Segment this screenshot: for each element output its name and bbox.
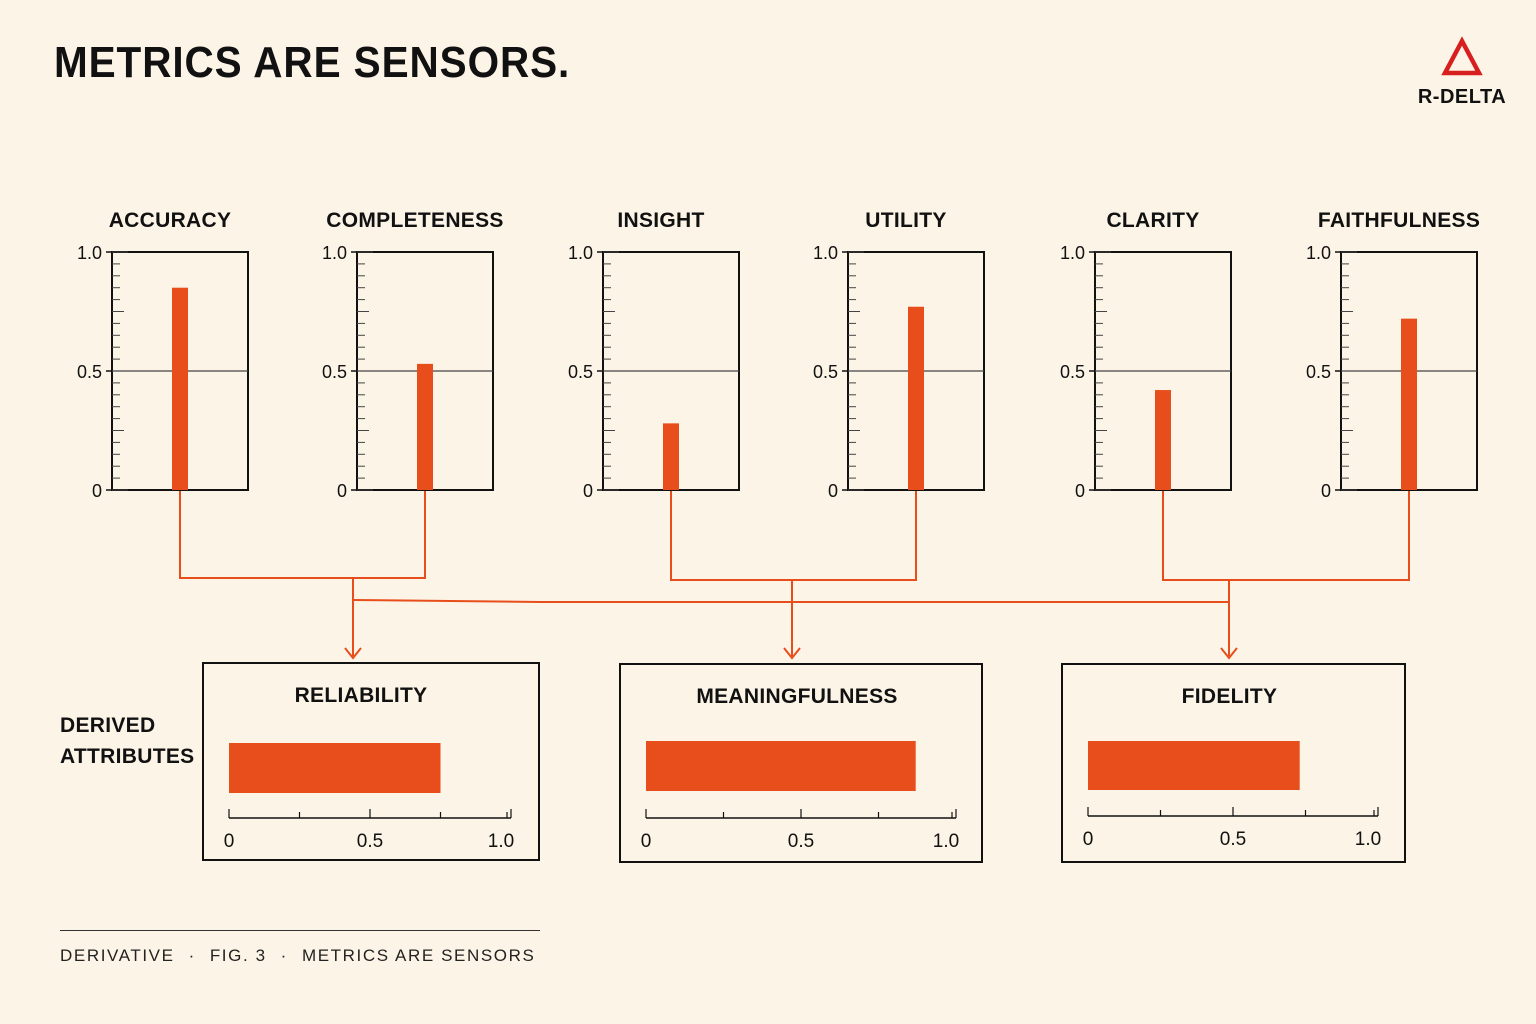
- bar-faithfulness: [1401, 318, 1417, 490]
- metric-panel-accuracy: ACCURACY 0 0.5 1.0: [77, 209, 249, 501]
- metric-panel-faithfulness: FAITHFULNESS 0 0.5 1.0: [1306, 209, 1480, 501]
- derived-panel-fidelity: FIDELITY 0 0.5 1.0: [1061, 663, 1406, 863]
- footer-part2: FIG. 3: [209, 946, 267, 965]
- metric-title: UTILITY: [865, 209, 946, 232]
- derived-bar-fidelity: [1088, 741, 1300, 790]
- metric-title: CLARITY: [1106, 209, 1199, 232]
- derived-bar-reliability: [229, 743, 441, 793]
- y-tick-label: 1.0: [77, 243, 102, 263]
- metric-title: FAITHFULNESS: [1318, 209, 1480, 232]
- y-tick-label: 0: [1321, 481, 1331, 501]
- derived-panel-meaningfulness: MEANINGFULNESS 0 0.5 1.0: [619, 663, 983, 863]
- delta-triangle-icon: [1441, 36, 1483, 76]
- footer-part1: DERIVATIVE: [60, 946, 175, 965]
- derived-title: RELIABILITY: [295, 684, 428, 707]
- derived-panel-reliability: RELIABILITY 0 0.5 1.0: [202, 662, 540, 861]
- x-tick-label: 1.0: [933, 831, 959, 852]
- metric-panel-completeness: COMPLETENESS 0 0.5 1.0: [322, 209, 503, 501]
- derived-title: MEANINGFULNESS: [696, 685, 897, 708]
- footer-rule: [60, 930, 540, 931]
- x-tick-label: 0.5: [788, 831, 814, 852]
- x-tick-label: 0: [1083, 829, 1094, 850]
- x-tick-label: 0.5: [1220, 829, 1246, 850]
- derived-frame: [619, 663, 983, 863]
- y-tick-label: 0.5: [322, 362, 347, 382]
- metric-title: COMPLETENESS: [326, 209, 503, 232]
- connector-pair: [670, 490, 917, 581]
- y-tick-label: 0: [92, 481, 102, 501]
- connector-arrowhead: [1220, 647, 1238, 660]
- metric-title: ACCURACY: [109, 209, 232, 232]
- footer-part3: METRICS ARE SENSORS: [301, 946, 536, 965]
- x-tick-label: 0.5: [357, 831, 383, 852]
- connector-lines: [179, 490, 1410, 660]
- y-tick-label: 0.5: [1306, 362, 1331, 382]
- y-tick-label: 0.5: [568, 362, 593, 382]
- derived-label-line2: ATTRIBUTES: [60, 745, 195, 768]
- connector-arrowhead: [344, 647, 362, 660]
- connector-pair: [1162, 490, 1410, 581]
- y-tick-label: 1.0: [1060, 243, 1085, 263]
- logo: R-DELTA: [1404, 36, 1520, 109]
- metric-panel-utility: UTILITY 0 0.5 1.0: [813, 209, 985, 501]
- x-tick-label: 0: [641, 831, 652, 852]
- footer: DERIVATIVE · FIG. 3 · METRICS ARE SENSORS: [60, 946, 535, 966]
- bar-completeness: [417, 363, 433, 490]
- metric-title: INSIGHT: [617, 209, 704, 232]
- derived-label-line1: DERIVED: [60, 714, 156, 737]
- x-tick-label: 1.0: [1355, 829, 1381, 850]
- y-tick-label: 0: [1075, 481, 1085, 501]
- metric-panels: ACCURACY00.51.0COMPLETENESS00.51.0INSIGH…: [77, 209, 1480, 501]
- derived-frame: [202, 662, 540, 861]
- x-tick-label: 0: [224, 831, 235, 852]
- bar-insight: [663, 423, 679, 490]
- y-tick-label: 0.5: [77, 362, 102, 382]
- y-tick-label: 0: [583, 481, 593, 501]
- footer-separator: ·: [280, 946, 288, 965]
- y-tick-label: 1.0: [322, 243, 347, 263]
- y-tick-label: 0.5: [813, 362, 838, 382]
- connector-crossbar: [352, 599, 1229, 603]
- y-tick-label: 1.0: [1306, 243, 1331, 263]
- derived-title: FIDELITY: [1182, 685, 1278, 708]
- bar-utility: [908, 306, 924, 490]
- bar-clarity: [1155, 390, 1171, 490]
- metric-panel-clarity: CLARITY 0 0.5 1.0: [1060, 209, 1232, 501]
- derived-attributes-label: DERIVED ATTRIBUTES: [60, 710, 194, 772]
- page-title: METRICS ARE SENSORS.: [54, 38, 571, 87]
- connector-arrowhead: [783, 647, 801, 660]
- y-tick-label: 0: [337, 481, 347, 501]
- logo-text: R-DELTA: [1417, 86, 1507, 108]
- y-tick-label: 0.5: [1060, 362, 1085, 382]
- connector-pair: [179, 490, 426, 579]
- y-tick-label: 1.0: [813, 243, 838, 263]
- footer-separator: ·: [188, 946, 196, 965]
- bar-accuracy: [172, 287, 188, 490]
- x-tick-label: 1.0: [488, 831, 514, 852]
- derived-frame: [1061, 663, 1406, 863]
- y-tick-label: 1.0: [568, 243, 593, 263]
- metric-panel-insight: INSIGHT 0 0.5 1.0: [568, 209, 740, 501]
- y-tick-label: 0: [828, 481, 838, 501]
- derived-bar-meaningfulness: [646, 741, 916, 791]
